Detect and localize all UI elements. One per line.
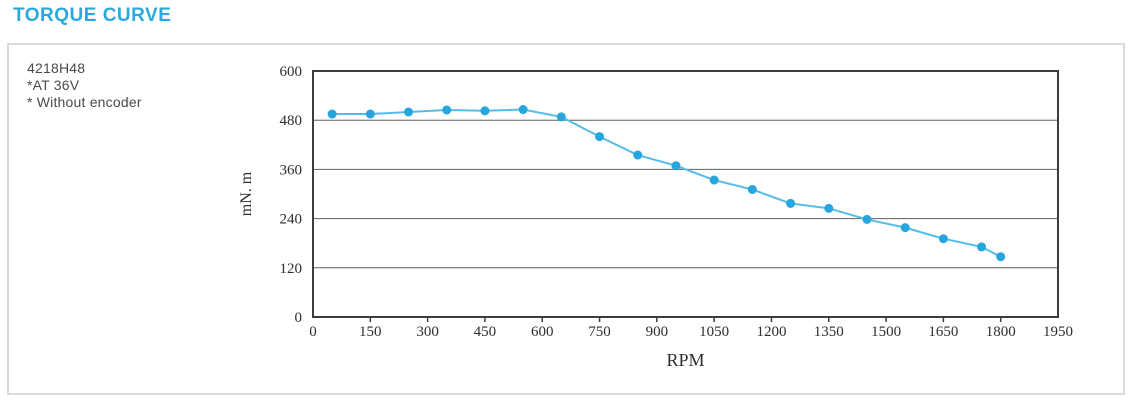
page-title: TORQUE CURVE (13, 5, 172, 26)
encoder-note: * Without encoder (27, 94, 142, 110)
chart-panel (7, 43, 1125, 395)
model-number: 4218H48 (27, 60, 86, 76)
motor-info: 4218H48 *AT 36V * Without encoder (27, 60, 142, 111)
voltage-note: *AT 36V (27, 77, 80, 93)
